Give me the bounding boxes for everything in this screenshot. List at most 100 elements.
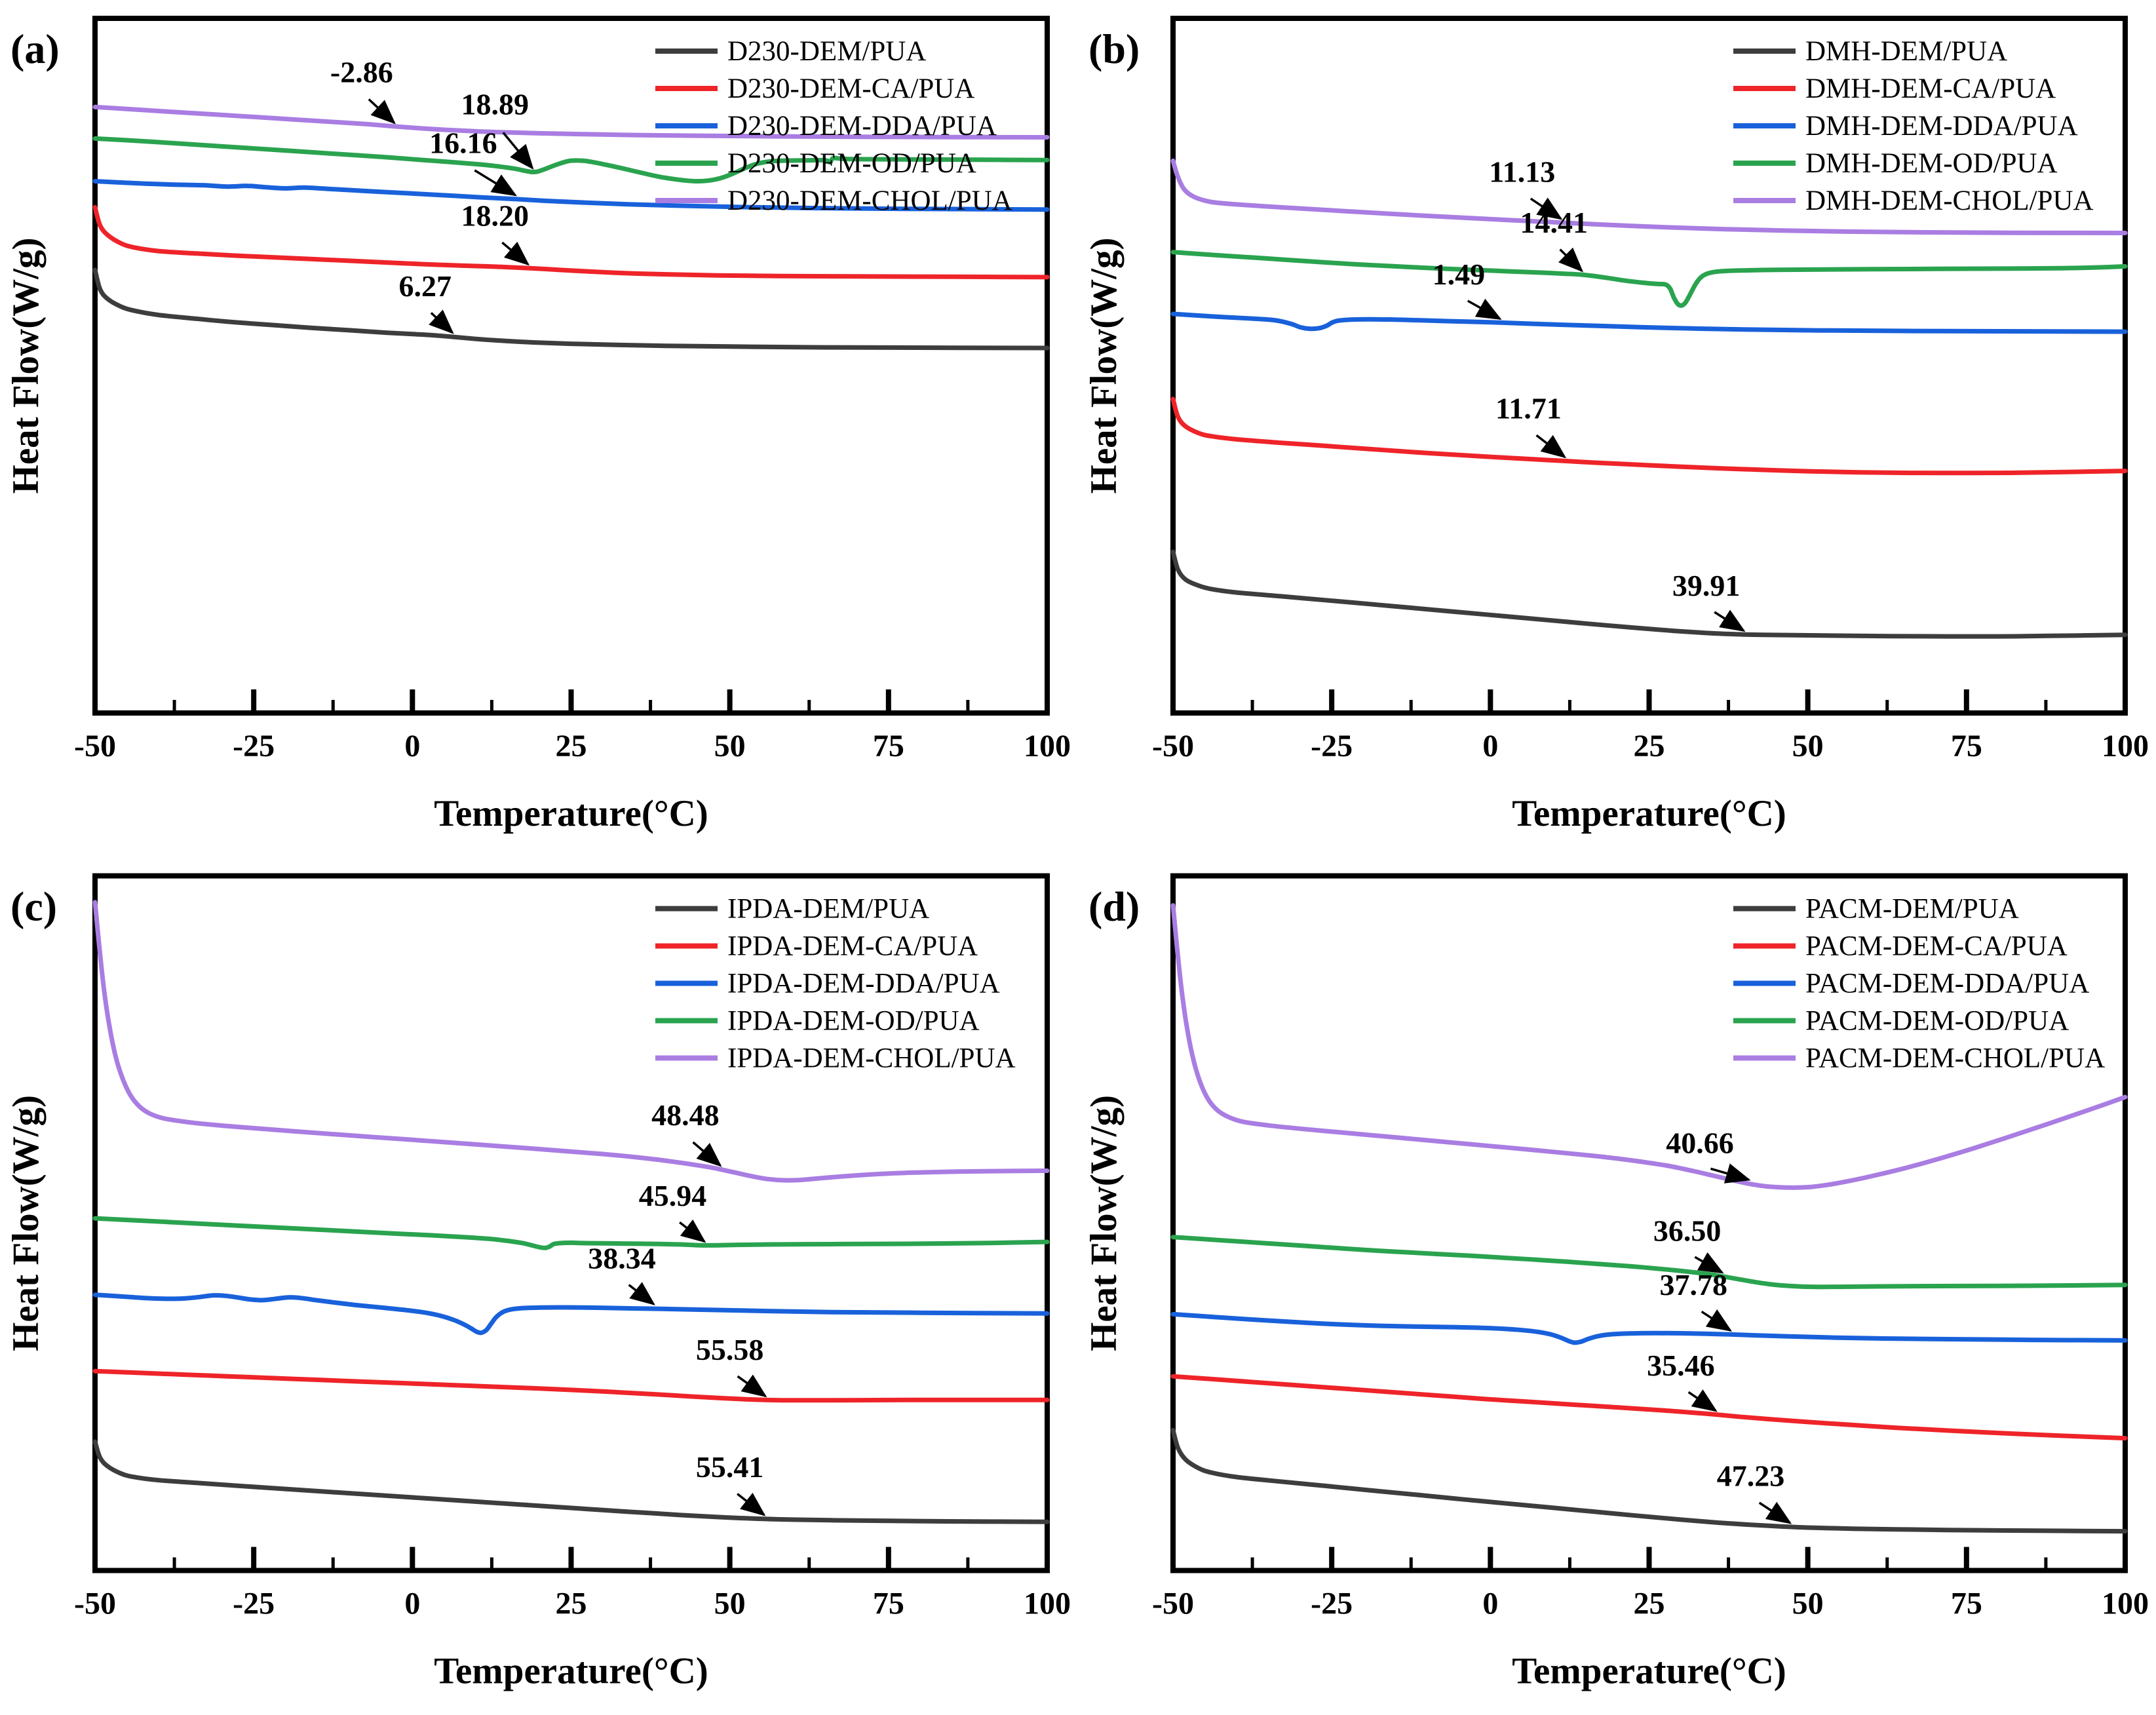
- tg-annotation: 16.16: [429, 126, 517, 197]
- legend-label: D230-DEM-CHOL/PUA: [727, 185, 1012, 216]
- x-tick-label: -50: [1152, 1587, 1194, 1621]
- tg-annotation-label: 11.71: [1495, 392, 1562, 425]
- tg-annotation: 55.41: [696, 1450, 766, 1516]
- x-axis-title: Temperature(°C): [434, 1651, 708, 1692]
- legend-label: IPDA-DEM-CA/PUA: [727, 931, 978, 962]
- legend-label: DMH-DEM-CA/PUA: [1805, 73, 2056, 104]
- legend-label: D230-DEM/PUA: [727, 36, 926, 67]
- tg-annotation-arrow: [737, 1374, 767, 1398]
- tg-annotation-arrow: [1710, 1163, 1751, 1184]
- plot-border: [92, 16, 1050, 716]
- tg-annotation-label: 16.16: [429, 126, 497, 160]
- x-tick-label: 0: [1482, 729, 1498, 763]
- x-tick-label: 100: [1024, 1587, 1071, 1621]
- curve-D230-DEM-DDA/PUA: [92, 179, 1050, 212]
- tg-annotation-label: 6.27: [398, 269, 452, 303]
- tg-annotation-arrow: [1558, 247, 1584, 273]
- tg-annotation-label: 36.50: [1653, 1214, 1722, 1248]
- legend-item: PACM-DEM-CHOL/PUA: [1733, 1043, 2105, 1074]
- legend-item: D230-DEM-CA/PUA: [655, 73, 974, 104]
- x-tick-label: -50: [74, 729, 116, 763]
- curve-IPDA-DEM-OD/PUA: [92, 1216, 1050, 1250]
- legend-item: PACM-DEM/PUA: [1733, 894, 2019, 925]
- tg-annotation: 38.34: [588, 1241, 656, 1305]
- tg-annotation-arrow: [1714, 609, 1746, 632]
- tg-annotation-label: 14.41: [1520, 206, 1588, 239]
- tg-annotation: 14.41: [1520, 206, 1588, 273]
- panel-b: -50 -25 0 25 50 75 100 Temperature(°C) Heat Flow…: [1078, 0, 2156, 857]
- x-tick-label: 100: [2102, 729, 2149, 763]
- x-axis-title: Temperature(°C): [434, 793, 708, 834]
- x-tick-label: 75: [873, 729, 904, 763]
- y-axis-title: Heat Flow(W/g): [5, 1095, 47, 1351]
- panel-tag: (d): [1088, 883, 1140, 930]
- legend-label: DMH-DEM/PUA: [1805, 36, 2007, 67]
- x-tick-label: 75: [1951, 1587, 1982, 1621]
- x-tick-label: 25: [556, 1587, 587, 1621]
- plot-border: [92, 873, 1050, 1573]
- legend-item: PACM-DEM-OD/PUA: [1733, 1006, 2069, 1037]
- tg-annotation-arrow: [1694, 1252, 1724, 1274]
- curve-PACM-DEM/PUA: [1170, 1427, 2128, 1534]
- panel-d: -50 -25 0 25 50 75 100 Temperature(°C) Heat Flow…: [1078, 857, 2156, 1715]
- x-tick-label: -50: [74, 1587, 116, 1621]
- tg-annotation: 47.23: [1717, 1459, 1792, 1524]
- tg-annotation-label: 55.58: [696, 1333, 764, 1366]
- dsc-chart-a: -50 -25 0 25 50 75 100 Temperature(°C) Heat Flow…: [5, 16, 1071, 834]
- dsc-chart-c: -50 -25 0 25 50 75 100 Temperature(°C) Heat Flow…: [5, 873, 1071, 1692]
- tg-annotation-label: 39.91: [1672, 569, 1741, 602]
- tg-annotation-arrow: [474, 169, 517, 197]
- legend-item: DMH-DEM-DDA/PUA: [1733, 111, 2078, 142]
- curve-IPDA-DEM-CHOL/PUA: [92, 900, 1050, 1183]
- curve-PACM-DEM-CHOL/PUA: [1170, 903, 2128, 1190]
- tg-annotation: 35.46: [1647, 1349, 1718, 1412]
- curve-DMH-DEM-DDA/PUA: [1170, 311, 2128, 334]
- legend-label: PACM-DEM-CHOL/PUA: [1805, 1043, 2105, 1074]
- tg-annotation-label: 45.94: [639, 1179, 707, 1212]
- tg-annotation-arrow: [501, 241, 530, 266]
- x-tick-label: 75: [1951, 729, 1982, 763]
- curve-D230-DEM/PUA: [92, 267, 1050, 351]
- dsc-chart-d: -50 -25 0 25 50 75 100 Temperature(°C) Heat Flow…: [1083, 873, 2149, 1692]
- tg-annotation-label: 38.34: [588, 1241, 656, 1275]
- tg-annotation: 11.13: [1489, 155, 1563, 220]
- tg-annotation: -2.86: [330, 56, 396, 125]
- x-tick-label: 50: [1792, 1587, 1824, 1621]
- legend-item: D230-DEM-OD/PUA: [655, 148, 976, 179]
- x-tick-label: 25: [556, 729, 587, 763]
- panel-tag: (a): [10, 26, 60, 72]
- legend-item: D230-DEM-DDA/PUA: [655, 111, 997, 142]
- tg-annotation: 36.50: [1653, 1214, 1724, 1274]
- tg-annotation-label: 11.13: [1489, 155, 1555, 189]
- tg-annotation-label: 48.48: [651, 1098, 720, 1132]
- dsc-chart-b: -50 -25 0 25 50 75 100 Temperature(°C) Heat Flow…: [1083, 16, 2149, 834]
- legend-item: IPDA-DEM-DDA/PUA: [655, 969, 1000, 999]
- x-tick-label: 100: [2102, 1587, 2149, 1621]
- tg-annotation: 6.27: [398, 269, 454, 334]
- legend-label: D230-DEM-OD/PUA: [727, 148, 976, 179]
- legend-item: IPDA-DEM-CHOL/PUA: [655, 1043, 1016, 1074]
- x-tick-label: -25: [233, 729, 275, 763]
- tg-annotation-arrow: [1758, 1501, 1792, 1524]
- curve-IPDA-DEM-DDA/PUA: [92, 1292, 1050, 1336]
- legend: DMH-DEM/PUA DMH-DEM-CA/PUA DMH-DEM-DDA/PUA…: [1733, 36, 2094, 216]
- legend-item: IPDA-DEM-CA/PUA: [655, 931, 978, 962]
- tg-annotation: 18.89: [461, 87, 534, 170]
- legend-label: D230-DEM-DDA/PUA: [727, 111, 997, 142]
- tg-annotation-arrow: [502, 132, 534, 170]
- legend-label: PACM-DEM/PUA: [1805, 894, 2019, 925]
- curve-D230-DEM-CA/PUA: [92, 204, 1050, 280]
- x-axis-title: Temperature(°C): [1512, 793, 1786, 834]
- tg-annotation-arrow: [368, 98, 396, 125]
- tg-annotation-label: -2.86: [330, 56, 393, 89]
- x-tick-label: 100: [1024, 729, 1071, 763]
- tg-annotation-label: 37.78: [1660, 1268, 1728, 1301]
- x-tick-label: 0: [1482, 1587, 1498, 1621]
- tg-annotation-arrow: [1701, 1309, 1733, 1332]
- tg-annotation-arrow: [1535, 434, 1567, 459]
- tg-annotation-arrow: [1467, 298, 1502, 320]
- x-tick-label: 0: [404, 1587, 420, 1621]
- legend-label: PACM-DEM-DDA/PUA: [1805, 969, 2089, 999]
- legend-item: DMH-DEM-OD/PUA: [1733, 148, 2058, 179]
